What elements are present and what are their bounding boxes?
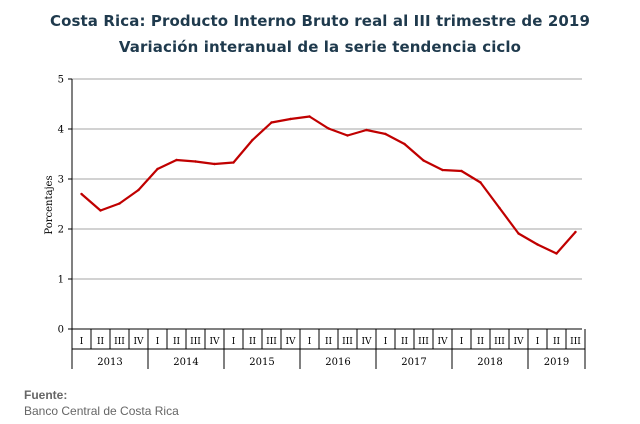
- data-point: [270, 121, 273, 124]
- x-tick-label-quarter: III: [190, 337, 201, 347]
- x-tick-label-quarter: II: [553, 337, 561, 347]
- x-tick-label-quarter: III: [266, 337, 277, 347]
- x-tick-label-quarter: II: [249, 337, 257, 347]
- data-point: [422, 159, 425, 162]
- data-point: [517, 232, 520, 235]
- data-point: [251, 138, 254, 142]
- x-tick-label-quarter: I: [308, 337, 312, 347]
- data-point: [403, 142, 406, 146]
- data-point: [99, 209, 102, 212]
- x-tick-label-quarter: IV: [285, 337, 296, 347]
- y-tick-label: 2: [58, 225, 64, 236]
- data-point: [156, 167, 159, 171]
- x-tick-label-quarter: I: [460, 337, 464, 347]
- y-axis-ticks: 0 1 2 3 4 5: [58, 75, 64, 336]
- x-tick-label-quarter: III: [418, 337, 429, 347]
- x-tick-label-quarter: II: [477, 337, 485, 347]
- x-tick-label-year: 2019: [544, 357, 569, 368]
- axes: [68, 78, 586, 369]
- x-tick-label-quarter: IV: [209, 337, 220, 347]
- data-point: [384, 132, 387, 136]
- x-tick-label-quarter: II: [97, 337, 105, 347]
- x-tick-label-year: 2016: [325, 357, 350, 368]
- data-point: [346, 134, 349, 137]
- x-tick-label-quarter: IV: [437, 337, 448, 347]
- data-point: [441, 168, 444, 172]
- data-point: [460, 169, 463, 173]
- x-tick-label-quarter: I: [232, 337, 236, 347]
- data-point: [80, 192, 83, 196]
- x-tick-label-year: 2017: [401, 357, 426, 368]
- data-point: [536, 243, 539, 246]
- x-tick-label-quarter: III: [570, 337, 581, 347]
- x-tick-label-year: 2014: [173, 357, 198, 368]
- data-point: [194, 160, 197, 163]
- data-point: [327, 127, 330, 130]
- x-tick-label-quarter: III: [114, 337, 125, 347]
- x-tick-label-quarter: IV: [133, 337, 144, 347]
- data-point: [555, 252, 558, 255]
- gridlines: [72, 78, 582, 280]
- x-axis-ticks: I II III IV I II III IV I II III IV I II III IV I II III IV…: [80, 337, 582, 368]
- x-tick-label-quarter: IV: [513, 337, 524, 347]
- y-tick-label: 0: [58, 325, 64, 336]
- x-tick-label-year: 2018: [477, 357, 502, 368]
- x-tick-label-quarter: II: [401, 337, 409, 347]
- data-point: [175, 158, 178, 162]
- x-tick-label-quarter: I: [536, 337, 540, 347]
- series-line: [80, 115, 577, 255]
- data-point: [574, 230, 577, 234]
- data-point: [232, 161, 235, 164]
- data-point: [365, 128, 368, 132]
- y-tick-label: 1: [58, 275, 64, 286]
- data-point: [213, 162, 216, 166]
- series: [80, 115, 577, 255]
- y-tick-label: 3: [58, 175, 64, 186]
- source-heading: Fuente:: [24, 388, 68, 402]
- data-point: [498, 206, 501, 210]
- data-point: [289, 117, 292, 121]
- chart-title: Costa Rica: Producto Interno Bruto real …: [50, 12, 590, 30]
- x-tick-label-quarter: I: [156, 337, 160, 347]
- x-tick-label-quarter: II: [325, 337, 333, 347]
- data-point: [479, 181, 482, 184]
- x-tick-label-year: 2013: [97, 357, 122, 368]
- data-point: [308, 115, 311, 118]
- chart-subtitle: Variación interanual de la serie tendenc…: [118, 38, 522, 56]
- x-tick-label-quarter: II: [173, 337, 181, 347]
- x-tick-label-quarter: III: [342, 337, 353, 347]
- x-tick-label-quarter: I: [384, 337, 388, 347]
- data-point: [118, 202, 121, 205]
- data-point: [137, 188, 140, 192]
- x-tick-label-year: 2015: [249, 357, 274, 368]
- y-tick-label: 4: [58, 125, 64, 136]
- x-tick-label-quarter: I: [80, 337, 84, 347]
- x-tick-label-quarter: IV: [361, 337, 372, 347]
- x-tick-label-quarter: III: [494, 337, 505, 347]
- y-axis-label: Porcentajes: [44, 175, 55, 234]
- y-tick-label: 5: [58, 75, 64, 86]
- source-text: Banco Central de Costa Rica: [24, 404, 179, 418]
